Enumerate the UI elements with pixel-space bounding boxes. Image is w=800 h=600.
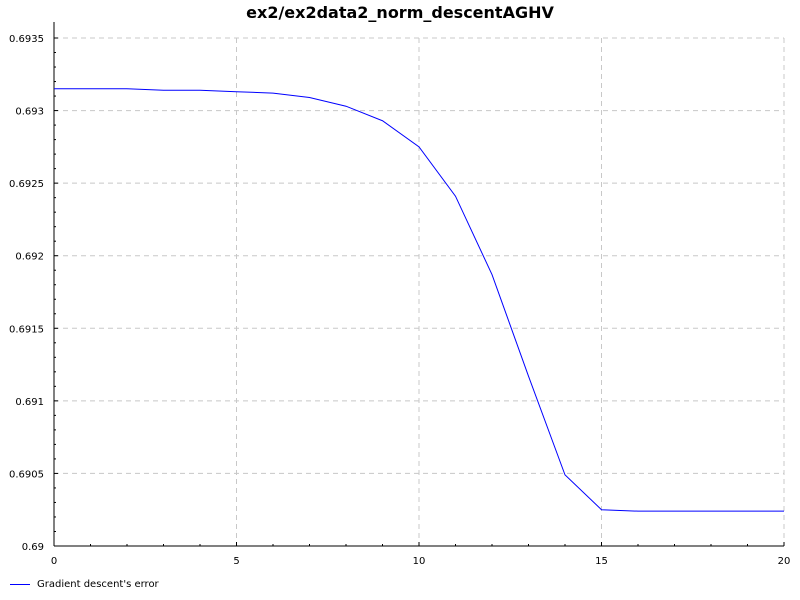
x-tick-label: 20 xyxy=(778,556,791,567)
axes-layer: 0 5 10 15 20 0.69 0.6905 0.691 0.6915 0.692 0.6925… xyxy=(9,22,790,567)
series-layer xyxy=(54,88,784,512)
x-tick-label: 5 xyxy=(233,556,239,567)
y-tick-label: 0.692 xyxy=(15,252,44,263)
y-tick-label: 0.6905 xyxy=(9,469,44,480)
legend-label: Gradient descent's error xyxy=(37,578,159,590)
y-tick-label: 0.6935 xyxy=(9,34,44,45)
x-tick-label: 15 xyxy=(595,556,608,567)
x-tick-label: 10 xyxy=(413,556,426,567)
y-tick-label: 0.691 xyxy=(15,397,44,408)
y-tick-label: 0.69 xyxy=(22,542,44,553)
grid-layer xyxy=(53,37,785,547)
y-tick-label: 0.693 xyxy=(15,107,44,118)
series-line xyxy=(54,88,784,512)
legend: Gradient descent's error xyxy=(10,577,159,591)
y-tick-label: 0.6915 xyxy=(9,324,44,335)
y-tick-label: 0.6925 xyxy=(9,179,44,190)
legend-swatch xyxy=(10,583,30,585)
chart-title: ex2/ex2data2_norm_descentAGHV xyxy=(246,3,554,22)
x-tick-label: 0 xyxy=(51,556,57,567)
